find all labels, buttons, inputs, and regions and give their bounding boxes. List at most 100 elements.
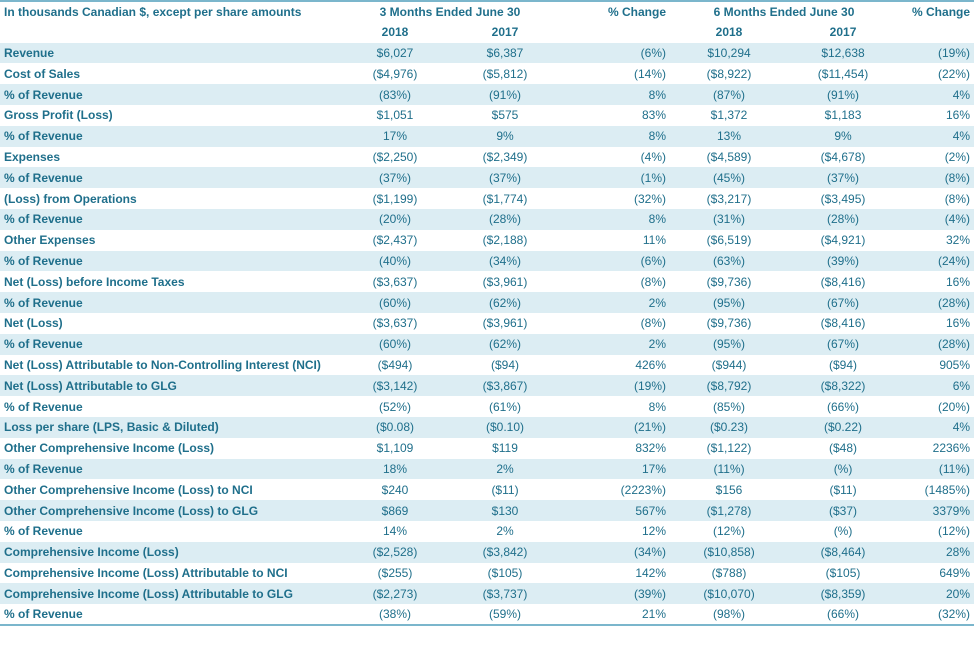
table-row: Loss per share (LPS, Basic & Diluted) ($0…	[0, 416, 974, 438]
h-2017-value: ($48)	[829, 441, 858, 456]
table-row: Cost of Sales ($4,976) ($5,812) (14%) ($8,92…	[0, 63, 974, 84]
pct-change-header-3m: % Change	[560, 0, 671, 22]
q-pct-change: (1%)	[560, 167, 671, 189]
year-header-row: 2018 2017 2018 2017	[0, 22, 974, 43]
h-pct-change: 905%	[939, 357, 971, 372]
table-row: Comprehensive Income (Loss) Attributable…	[0, 563, 974, 584]
row-label: Other Comprehensive Income (Loss) to GLG	[0, 500, 340, 521]
year-6m-2017: 2017	[829, 25, 857, 40]
h-pct-change: (22%)	[938, 66, 971, 81]
q-2017-value: (34%)	[450, 250, 561, 272]
q-2017-value: ($5,812)	[482, 66, 528, 81]
h-2018-value: ($0.23)	[670, 416, 789, 438]
table-row: % of Revenue (60%) (62%) 2% (95%) (67%) (28%)	[0, 292, 974, 313]
table-row: Gross Profit (Loss) $1,051 $575 83% $1,372 $1…	[0, 105, 974, 126]
row-label: % of Revenue	[0, 333, 340, 355]
q-2018-value: ($2,273)	[340, 583, 450, 605]
h-2017-value: (%)	[833, 524, 853, 539]
h-2017-value: ($0.22)	[788, 416, 899, 438]
h-2018-value: (11%)	[670, 458, 789, 480]
q-pct-change: (32%)	[634, 191, 667, 206]
q-pct-change: (2223%)	[620, 482, 667, 497]
h-2018-value: (95%)	[670, 292, 789, 313]
q-2018-value: 14%	[382, 524, 408, 539]
q-2017-value: $130	[450, 500, 561, 521]
h-2018-value: 13%	[670, 125, 789, 147]
table-body: Revenue $6,027 $6,387 (6%) $10,294 $12,638 (19…	[0, 42, 974, 626]
q-pct-change: 2%	[560, 333, 671, 355]
q-2017-value: ($3,842)	[450, 541, 561, 563]
table-row: % of Revenue (20%) (28%) 8% (31%) (28%) (4%)	[0, 208, 974, 230]
h-2017-value: ($8,359)	[788, 583, 899, 605]
q-2017-value: $6,387	[450, 42, 561, 64]
h-pct-change: 32%	[946, 233, 971, 248]
q-2018-value: ($494)	[377, 357, 413, 372]
row-label: Net (Loss) Attributable to Non-Controlli…	[4, 357, 321, 372]
h-2018-value: ($10,858)	[670, 541, 789, 563]
row-label: % of Revenue	[0, 208, 340, 230]
row-label: Comprehensive Income (Loss) Attributable…	[0, 583, 340, 605]
q-2018-value: ($3,637)	[372, 316, 418, 331]
q-2018-value: (20%)	[340, 208, 450, 230]
row-label: Comprehensive Income (Loss) Attributable…	[4, 565, 288, 580]
q-2017-value: 2%	[450, 458, 561, 480]
table-row: Revenue $6,027 $6,387 (6%) $10,294 $12,638 (19…	[0, 42, 974, 64]
h-2017-value: 9%	[788, 125, 899, 147]
h-2017-value: ($8,322)	[788, 375, 899, 397]
h-2018-value: ($788)	[711, 565, 747, 580]
h-pct-change: 4%	[898, 416, 974, 438]
row-label: % of Revenue	[0, 292, 340, 313]
q-2017-value: (59%)	[450, 604, 561, 626]
q-pct-change: 832%	[635, 441, 667, 456]
row-label: Cost of Sales	[4, 66, 81, 81]
q-2018-value: 18%	[340, 458, 450, 480]
h-2018-value: (31%)	[670, 208, 789, 230]
q-pct-change: 83%	[641, 108, 667, 123]
h-pct-change: 2236%	[932, 441, 971, 456]
h-pct-change: 4%	[898, 84, 974, 105]
q-pct-change: 426%	[635, 357, 667, 372]
q-2018-value: $240	[381, 482, 409, 497]
q-pct-change: (19%)	[560, 375, 671, 397]
q-2018-value: (52%)	[378, 399, 411, 414]
q-pct-change: (6%)	[560, 42, 671, 64]
q-pct-change: (21%)	[560, 416, 671, 438]
table-row: Comprehensive Income (Loss) Attributable…	[0, 583, 974, 605]
row-label: % of Revenue	[0, 84, 340, 105]
h-2017-value: (67%)	[788, 333, 899, 355]
table-row: Expenses ($2,250) ($2,349) (4%) ($4,589) ($4,…	[0, 147, 974, 168]
q-2018-value: 17%	[340, 125, 450, 147]
h-2018-value: ($1,122)	[706, 441, 752, 456]
h-2017-value: (67%)	[788, 292, 899, 313]
h-2017-value: ($8,416)	[820, 316, 866, 331]
q-2018-value: ($3,637)	[372, 274, 418, 289]
q-2017-value: (61%)	[489, 399, 522, 414]
h-2017-value: ($11)	[829, 482, 857, 497]
table-row: Other Comprehensive Income (Loss) $1,109 $…	[0, 438, 974, 459]
q-2018-value: ($3,142)	[340, 375, 450, 397]
h-2018-value: ($6,519)	[706, 233, 752, 248]
h-pct-change: 6%	[898, 375, 974, 397]
h-pct-change: 4%	[898, 125, 974, 147]
units-label: In thousands Canadian $, except per shar…	[0, 0, 340, 22]
h-pct-change: 16%	[946, 108, 971, 123]
q-pct-change: 8%	[560, 125, 671, 147]
row-label: (Loss) from Operations	[4, 191, 137, 206]
q-2018-value: ($0.08)	[340, 416, 450, 438]
q-2018-value: ($2,528)	[340, 541, 450, 563]
h-2018-value: $1,372	[710, 108, 748, 123]
year-header-spacer	[560, 22, 670, 43]
q-pct-change: 8%	[560, 208, 671, 230]
q-pct-change: 12%	[641, 524, 667, 539]
h-2017-value: (66%)	[788, 604, 899, 626]
table-row: Other Comprehensive Income (Loss) to GLG…	[0, 500, 974, 521]
q-2017-value: ($11)	[491, 482, 519, 497]
h-2017-value: ($3,495)	[820, 191, 866, 206]
h-2017-value: $1,183	[824, 108, 862, 123]
q-pct-change: 8%	[560, 84, 671, 105]
h-pct-change: (28%)	[898, 333, 974, 355]
h-2018-value: (45%)	[670, 167, 789, 189]
h-pct-change: 649%	[939, 565, 971, 580]
h-2018-value: (87%)	[670, 84, 789, 105]
q-2017-value: 2%	[496, 524, 514, 539]
